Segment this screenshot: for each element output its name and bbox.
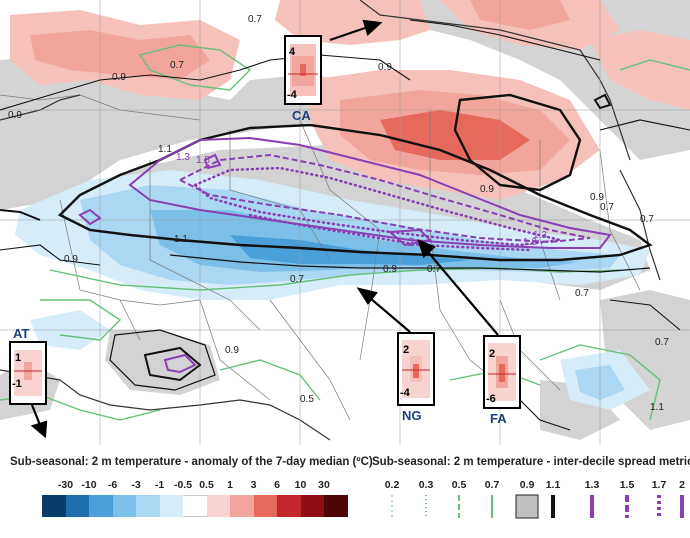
box-label-ng: NG (402, 408, 422, 423)
spread-legend-lines (391, 494, 684, 519)
spread-legend-title: Sub-seasonal: 2 m temperature - inter-de… (372, 456, 690, 468)
box-bottom-value-ng: -4 (400, 387, 411, 399)
contour-label: 1.1 (650, 402, 664, 413)
spread-tick-label: 0.3 (418, 479, 434, 491)
arrowhead-icon (417, 239, 437, 258)
purple-contours (78, 136, 612, 374)
box-top-value-ca: 4 (289, 46, 296, 58)
colorbar-tick-label: -10 (81, 479, 97, 491)
spread-tick-label: 0.7 (484, 479, 500, 491)
colorbar-tick-label: 0.5 (199, 479, 214, 491)
contour-label: 0.9 (225, 345, 239, 356)
inset-box-at (9, 341, 47, 405)
contour-label: 0.7 (655, 337, 669, 348)
anomaly-legend-title: Sub-seasonal: 2 m temperature - anomaly … (10, 456, 373, 468)
inset-box-ng (397, 332, 435, 406)
arrowhead-icon (362, 19, 383, 36)
contour-label: 0.5 (300, 394, 314, 405)
spread-tick-label: 0.9 (519, 479, 535, 491)
colorbar-swatch (253, 495, 277, 517)
contour-label: 1.1 (174, 234, 188, 245)
colorbar-tick-label: -0.5 (173, 479, 193, 491)
box-top-value-fa: 2 (489, 348, 495, 360)
spread-tick-label: 1.1 (545, 479, 561, 491)
contour-label: 0.7 (427, 264, 441, 275)
legend-background (0, 445, 690, 538)
contour-label: 1.3 (533, 230, 547, 241)
colorbar-swatch (136, 495, 160, 517)
colorbar-tick-label: 30 (318, 479, 330, 491)
box-label-fa: FA (490, 411, 507, 426)
box-label-ca: CA (292, 108, 311, 123)
colorbar-tick-label: 3 (250, 479, 257, 491)
location-arrows (30, 19, 499, 439)
contour-label: 1.3 (176, 152, 190, 163)
contour-label: 0.7 (575, 288, 589, 299)
contour-labels: 0.7 0.9 0.7 0.9 0.9 1.1 1.3 1.5 1.1 0.9 … (8, 14, 669, 413)
arrowhead-icon (356, 287, 378, 305)
colorbar-swatch (89, 495, 113, 517)
colorbar-swatch (277, 495, 301, 517)
inset-box-ca (284, 35, 322, 105)
colorbar-swatch (324, 495, 348, 517)
contour-label: 0.9 (590, 192, 604, 203)
colorbar-tick-label: -30 (57, 479, 74, 491)
contour-label: 0.9 (112, 72, 126, 83)
colorbar-swatch (65, 495, 89, 517)
contour-label: 1.9 (523, 237, 537, 248)
inset-box-fa (483, 335, 521, 409)
contour-label: 2 (408, 235, 415, 249)
contour-label: 0.7 (600, 202, 614, 213)
box-top-value-at: 1 (15, 352, 21, 364)
spread-tick-label: 0.2 (384, 479, 400, 491)
legend-fill-0.9 (515, 494, 539, 519)
spread-tick-label: 1.5 (619, 479, 635, 491)
contour-label: 1.5 (196, 155, 210, 166)
contour-label: 0.9 (64, 254, 78, 265)
colorbar-tick-label: -1 (154, 479, 165, 491)
colorbar-swatch (206, 495, 230, 517)
contour-label: 0.9 (8, 110, 22, 121)
colorbar-tick-label: -6 (107, 479, 118, 491)
contour-label: 0.7 (248, 14, 262, 25)
spread-tick-label: 1.3 (584, 479, 600, 491)
colorbar-tick-label: 6 (274, 479, 280, 491)
colorbar-swatch (112, 495, 136, 517)
colorbar-swatch (183, 495, 207, 517)
arrowhead-icon (30, 420, 48, 439)
colorbar-swatch (42, 495, 66, 517)
colorbar-tick-label: 1 (227, 479, 233, 491)
contour-label: 1.1 (158, 144, 172, 155)
box-label-at: AT (13, 326, 29, 341)
contour-label: 0.9 (378, 62, 392, 73)
colorbar-tick-label: 10 (294, 479, 307, 491)
coastlines (0, 0, 661, 441)
contour-label: 0.7 (170, 60, 184, 71)
spread-tick-label: 0.5 (451, 479, 467, 491)
colorbar-tick-label: -3 (131, 479, 141, 491)
contour-label: 0.7 (290, 274, 304, 285)
contour-label: 0.7 (640, 214, 654, 225)
contour-label: 0.9 (480, 184, 494, 195)
box-top-value-ng: 2 (403, 344, 409, 356)
contour-label: 0.9 (383, 264, 397, 275)
country-borders (0, 94, 641, 421)
spread-tick-label: 2 (679, 479, 685, 491)
spread-tick-label: 1.7 (651, 479, 667, 491)
box-bottom-value-ca: -4 (287, 89, 298, 101)
box-bottom-value-at: -1 (12, 378, 22, 390)
green-contours (0, 44, 690, 421)
colorbar-swatch (230, 495, 254, 517)
box-bottom-value-fa: -6 (486, 393, 496, 405)
colorbar-swatch (159, 495, 183, 517)
colorbar-swatch (300, 495, 324, 517)
